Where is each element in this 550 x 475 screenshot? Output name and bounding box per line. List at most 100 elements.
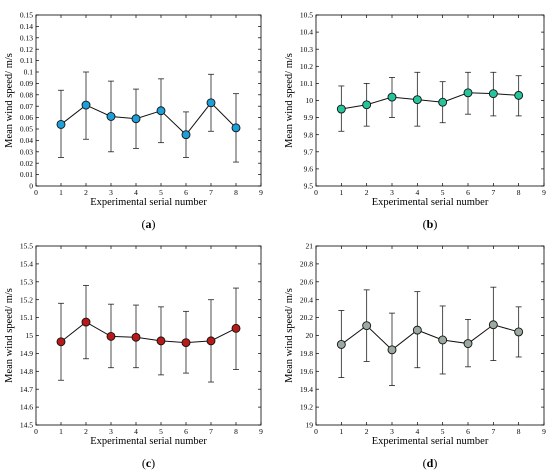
y-tick-label: 14.9 — [20, 349, 33, 358]
x-tick-label: 6 — [466, 188, 470, 197]
y-tick-label: 10.4 — [300, 28, 313, 37]
y-tick-label: 19 — [306, 421, 314, 430]
x-tick-label: 9 — [259, 427, 263, 436]
y-tick-label: 14.7 — [20, 385, 33, 394]
x-tick-label: 6 — [466, 427, 470, 436]
x-tick-label: 3 — [390, 427, 394, 436]
y-tick-label: 9.5 — [304, 182, 314, 191]
data-point — [181, 130, 191, 140]
y-axis-label: Mean wind speed/ m/s — [284, 288, 295, 383]
y-tick-label: 19.4 — [300, 385, 313, 394]
y-tick-label: 0.06 — [20, 113, 33, 122]
y-tick-label: 10.3 — [300, 45, 313, 54]
data-point — [463, 88, 473, 98]
y-tick-label: 0.11 — [20, 56, 33, 65]
data-point — [181, 338, 191, 348]
y-tick-label: 20.4 — [300, 295, 313, 304]
y-tick-label: 10.2 — [300, 62, 313, 71]
y-tick-label: 20.6 — [300, 277, 313, 286]
y-tick-label: 0.15 — [20, 11, 33, 20]
x-tick-label: 2 — [84, 188, 88, 197]
x-tick-label: 0 — [314, 427, 318, 436]
x-tick-label: 1 — [339, 427, 343, 436]
y-tick-label: 20 — [306, 331, 314, 340]
data-point — [81, 100, 91, 110]
y-tick-label: 15.5 — [20, 242, 33, 251]
data-point — [387, 92, 397, 102]
data-point — [336, 104, 346, 114]
x-tick-label: 0 — [34, 427, 38, 436]
x-tick-label: 3 — [109, 188, 113, 197]
y-axis-label: Mean wind speed/ m/s — [4, 53, 15, 148]
panel-caption: (d) — [423, 456, 438, 470]
x-tick-label: 7 — [209, 188, 213, 197]
data-point — [56, 119, 66, 129]
y-tick-label: 0.08 — [20, 90, 33, 99]
x-tick-label: 0 — [314, 188, 318, 197]
x-axis-label: Experimental serial number — [90, 197, 207, 208]
x-tick-label: 6 — [184, 427, 188, 436]
y-tick-label: 15 — [26, 331, 34, 340]
data-point — [412, 325, 422, 335]
x-tick-label: 2 — [84, 427, 88, 436]
data-point — [514, 327, 524, 337]
data-point — [106, 112, 116, 121]
x-tick-label: 1 — [59, 427, 63, 436]
data-point — [231, 323, 241, 333]
y-tick-label: 0.12 — [20, 45, 33, 54]
x-tick-label: 4 — [134, 427, 138, 436]
data-point — [438, 97, 448, 107]
y-tick-label: 19.8 — [300, 349, 313, 358]
data-point — [438, 335, 448, 345]
x-tick-label: 3 — [109, 427, 113, 436]
data-point — [488, 320, 498, 330]
x-tick-label: 6 — [184, 188, 188, 197]
x-tick-label: 8 — [234, 427, 238, 436]
panel-caption: (b) — [423, 217, 438, 231]
x-tick-label: 5 — [159, 427, 163, 436]
y-tick-label: 20.8 — [300, 260, 313, 269]
y-tick-label: 14.5 — [20, 421, 33, 430]
data-point — [362, 100, 372, 110]
y-tick-label: 10.5 — [300, 11, 313, 20]
y-tick-label: 19.6 — [300, 367, 313, 376]
data-point — [412, 95, 422, 105]
chart-panel-d: 0 1 2 3 4 5 6 7 8 9 19 19.2 19.4 19.6 19.8 20 20.2 20.4 20… — [284, 242, 546, 470]
y-tick-label: 0.14 — [20, 22, 33, 31]
data-point — [156, 106, 166, 116]
y-tick-label: 15.4 — [20, 260, 33, 269]
y-tick-label: 9.6 — [304, 165, 314, 174]
data-point — [514, 90, 524, 100]
x-tick-label: 8 — [517, 188, 521, 197]
chart-panel-b: 0 1 2 3 4 5 6 7 8 9 9.5 9.6 9.7 9.8 9.9 10 10.1 10.2 10.3 1… — [284, 11, 546, 231]
y-tick-label: 0.01 — [20, 170, 33, 179]
x-tick-label: 9 — [542, 188, 546, 197]
x-tick-label: 5 — [441, 427, 445, 436]
y-tick-label: 0 — [29, 182, 33, 191]
y-tick-label: 15.3 — [20, 277, 33, 286]
y-tick-label: 10 — [306, 96, 314, 105]
x-tick-label: 7 — [491, 188, 495, 197]
x-tick-label: 4 — [134, 188, 138, 197]
y-tick-label: 0.04 — [20, 136, 33, 145]
data-point — [81, 317, 91, 327]
y-tick-label: 14.6 — [20, 403, 33, 412]
x-tick-label: 2 — [365, 188, 369, 197]
data-point — [131, 332, 141, 342]
y-tick-label: 0.02 — [20, 159, 33, 168]
x-axis-label: Experimental serial number — [372, 197, 489, 208]
x-tick-label: 7 — [491, 427, 495, 436]
y-tick-label: 9.7 — [304, 147, 314, 156]
y-tick-label: 15.2 — [20, 295, 33, 304]
x-tick-label: 1 — [59, 188, 63, 197]
x-tick-label: 8 — [517, 427, 521, 436]
y-tick-label: 9.9 — [304, 113, 314, 122]
x-tick-label: 8 — [234, 188, 238, 197]
y-tick-label: 20.2 — [300, 313, 313, 322]
x-tick-label: 0 — [34, 188, 38, 197]
x-tick-label: 2 — [365, 427, 369, 436]
chart-panel-c: 0 1 2 3 4 5 6 7 8 9 14.5 14.6 14.7 14.8 14.9 15 15.1 15.2… — [4, 242, 263, 470]
y-tick-label: 0.13 — [20, 33, 33, 42]
y-tick-label: 21 — [306, 242, 314, 251]
